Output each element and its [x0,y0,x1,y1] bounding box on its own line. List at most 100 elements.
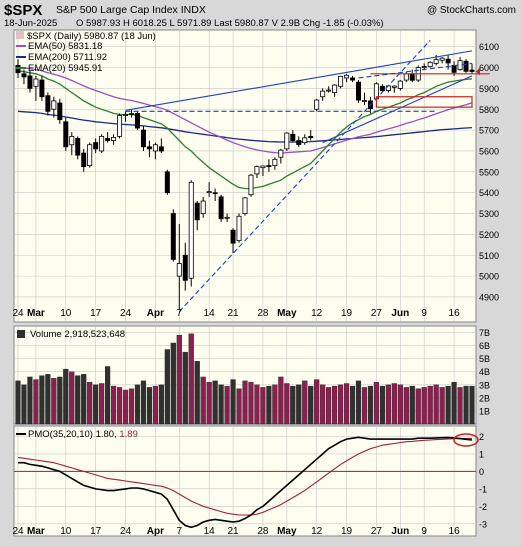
price-tick-label: 5100 [479,251,499,261]
candle-up [439,57,445,61]
candle-down [57,102,63,121]
candle-down [81,152,87,168]
pmo-tick-label: -1 [479,484,487,494]
volume-bar [308,385,314,425]
volume-tick-label: 6B [479,341,490,351]
x-tick-label: Apr [147,308,164,319]
volume-bar [158,384,164,425]
volume-bar [278,376,284,425]
candle-up [242,197,248,214]
legend-pmo: PMO(35,20,10) 1.80 [28,429,114,440]
volume-bar [397,384,403,425]
x-tick-label-bottom: 17 [90,526,102,537]
volume-bar [236,388,242,425]
x-tick-label: 19 [341,308,353,319]
volume-bar [93,384,99,425]
volume-bar [266,385,272,425]
candle-down [356,81,361,101]
volume-bar [284,383,290,425]
candle-up [111,137,117,141]
volume-bar [343,383,350,425]
candle-up [33,78,39,87]
price-candles [15,55,475,310]
price-tick-label: 4900 [479,292,499,302]
candle-up [421,66,427,68]
legend-chip [16,31,24,39]
candle-up [224,216,230,219]
volume-bar [21,384,27,425]
volume-bar [427,385,433,425]
candle-up [87,144,93,166]
candle-up [391,85,397,88]
x-tick-label: 21 [227,308,239,319]
candle-up [69,135,75,146]
price-tick-label: 5300 [479,209,499,219]
candle-down [158,146,164,152]
x-tick-label-bottom: 10 [60,526,72,537]
candle-down [409,73,415,81]
x-tick-label: May [277,308,297,319]
x-tick-label-bottom: 19 [341,526,353,537]
volume-bar [116,387,123,425]
ema50-line [17,66,473,154]
volume-bar [134,384,141,425]
volume-bar [170,342,176,425]
candle-up [236,215,242,242]
pmo-tick-label: -3 [479,519,487,529]
axis-labels: 4900 5000 5100 5200 5300 5400 5500 5600 5700 5800… [12,42,499,537]
price-tick-label: 5200 [479,230,499,240]
legend-pmo-text: PMO(35,20,10) 1.80, 1.89 [28,429,138,440]
candle-down [39,79,45,98]
candle-up [117,115,123,137]
candle-down [230,229,236,244]
watermark: @ StockCharts.com [427,5,516,16]
volume-bar [152,385,158,425]
volume-bar [302,380,308,425]
volume-bar [320,384,326,425]
volume-bar [445,385,451,425]
candle-up [427,61,433,67]
x-tick-label-bottom: 14 [204,526,216,537]
volume-bar [248,381,254,425]
volume-bar [242,380,248,425]
candle-down [266,165,272,167]
candle-down [451,65,457,73]
ema20-line [17,70,473,190]
candle-up [188,181,194,279]
legend-price: $SPX (Daily) 5980.87 (18 Jun) [27,31,156,42]
x-tick-label: 17 [90,308,102,319]
volume-bar [110,385,117,425]
candle-down [75,138,81,156]
x-tick-label-bottom: 24 [120,526,132,537]
volume-tick-label: 1B [479,406,490,416]
candle-down [134,113,140,129]
candle-up [248,174,254,196]
header-date: 18-Jun-2025 [4,18,57,29]
volume-bar [63,368,69,425]
pmo-signal-line [17,437,473,516]
candle-down [469,69,475,72]
candle-down [350,77,356,81]
candle-down [463,60,469,72]
volume-bar [415,388,421,425]
candle-up [302,137,308,144]
volume-bar [230,379,236,425]
volume-bar [373,381,380,425]
trendline [358,62,473,79]
legend-ema20: EMA(20) 5945.91 [28,63,102,74]
candle-down [379,85,385,92]
symbol-title: $SPX [4,2,42,19]
pmo-tick-label: 0 [479,467,484,477]
volume-bar [128,388,135,425]
candle-down [27,75,33,89]
volume-bar [349,385,356,425]
candle-up [152,144,158,152]
candle-up [344,74,350,79]
x-tick-label-bottom: 16 [449,526,461,537]
candle-down [170,213,176,260]
candle-down [146,146,152,150]
volume-bar [254,384,260,425]
volume-bar [15,380,21,425]
candle-down [93,142,99,150]
candle-up [397,80,403,89]
